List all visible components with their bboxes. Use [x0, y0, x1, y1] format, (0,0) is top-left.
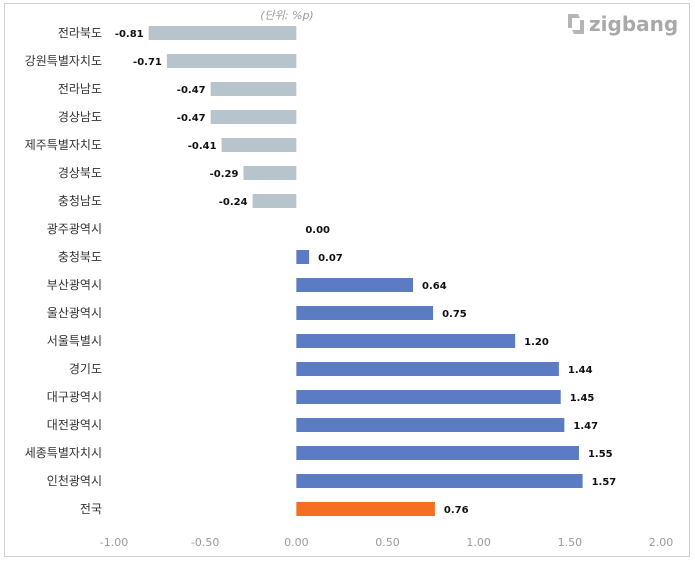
- bar-17: [296, 502, 435, 516]
- x-tick-label: 0.50: [375, 536, 400, 549]
- category-label: 경상남도: [58, 110, 102, 124]
- value-label: 1.47: [573, 421, 598, 432]
- bar-10: [296, 306, 434, 320]
- category-label: 대구광역시: [47, 390, 102, 404]
- category-label: 인천광역시: [47, 473, 102, 488]
- bar-4: [221, 138, 297, 152]
- x-tick-label: 2.00: [649, 536, 674, 549]
- bar-6: [252, 194, 297, 208]
- category-label: 강원특별자치도: [25, 54, 102, 68]
- brand-name: zigbang: [589, 12, 678, 36]
- category-label: 충청북도: [58, 250, 102, 264]
- category-label: 충청남도: [58, 194, 102, 208]
- unit-label: (단위: %p): [260, 9, 313, 22]
- value-label: 0.76: [444, 505, 469, 516]
- category-label: 울산광역시: [47, 306, 102, 320]
- bar-15: [296, 446, 579, 460]
- category-label: 전라남도: [58, 82, 102, 96]
- category-label: 경상북도: [58, 166, 102, 180]
- value-label: 0.07: [318, 253, 343, 264]
- value-label: -0.41: [188, 141, 217, 152]
- value-label: -0.71: [133, 57, 162, 68]
- bar-11: [296, 334, 516, 348]
- zigbang-logo: zigbang: [568, 12, 678, 36]
- category-label: 부산광역시: [47, 278, 102, 292]
- category-label: 서울특별시: [47, 334, 102, 348]
- value-label: 1.57: [592, 477, 617, 488]
- value-label: -0.47: [177, 85, 206, 96]
- bar-5: [243, 166, 297, 180]
- x-tick-label: -0.50: [191, 536, 219, 549]
- value-label: -0.47: [177, 113, 206, 124]
- category-label: 경기도: [69, 362, 102, 376]
- bar-8: [296, 250, 310, 264]
- bar-9: [296, 278, 414, 292]
- bar-3: [210, 110, 297, 124]
- category-label: 제주특별자치도: [25, 138, 102, 152]
- value-label: 0.00: [305, 225, 330, 236]
- value-label: -0.29: [210, 169, 239, 180]
- category-label: 전국: [80, 502, 102, 516]
- category-label: 광주광역시: [47, 222, 102, 236]
- category-label: 전라북도: [58, 26, 102, 40]
- value-label: 1.20: [524, 337, 549, 348]
- category-label: 세종특별자치시: [25, 446, 102, 460]
- value-label: 1.45: [570, 393, 595, 404]
- x-tick-label: 1.00: [466, 536, 491, 549]
- value-label: -0.81: [115, 29, 144, 40]
- bar-13: [296, 390, 561, 404]
- x-tick-label: -1.00: [100, 536, 128, 549]
- bar-16: [296, 474, 583, 488]
- category-label: 대전광역시: [47, 418, 102, 432]
- zigbang-logo-icon: [568, 14, 584, 34]
- value-label: 1.44: [568, 365, 593, 376]
- value-label: 0.75: [442, 309, 467, 320]
- bar-12: [296, 362, 559, 376]
- x-tick-label: 0.00: [284, 536, 309, 549]
- value-label: 0.64: [422, 281, 447, 292]
- value-label: -0.24: [219, 197, 248, 208]
- value-label: 1.55: [588, 449, 613, 460]
- bar-2: [210, 82, 297, 96]
- bar-0: [148, 26, 297, 40]
- x-tick-label: 1.50: [558, 536, 583, 549]
- bar-1: [166, 54, 297, 68]
- bar-14: [296, 418, 565, 432]
